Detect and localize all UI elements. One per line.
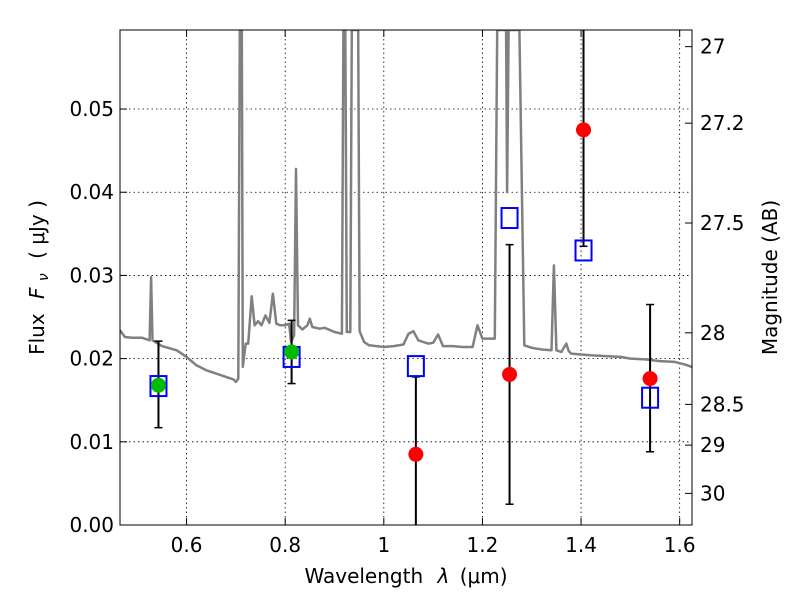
x-tick-label: 1.2 xyxy=(467,533,499,557)
y2-tick-label: 28.5 xyxy=(700,392,745,416)
model-square xyxy=(500,207,519,230)
observed-point xyxy=(502,366,518,382)
detected-point xyxy=(150,377,166,393)
y-axis-label: Flux F ν ( μJy ) xyxy=(25,200,53,355)
model-square xyxy=(149,375,168,398)
axis-ticks: 0.6 0.8 1 1.2 1.4 1.6 0.00 0.01 0.02 0.03 0.04 0.05… xyxy=(69,30,745,557)
grid-lines xyxy=(120,30,692,526)
y-tick-label: 0.01 xyxy=(69,430,114,454)
y2-tick-label: 30 xyxy=(700,481,725,505)
y2-tick-label: 28 xyxy=(700,321,725,345)
y-tick-label: 0.04 xyxy=(69,180,114,204)
detected-point xyxy=(284,344,300,360)
observed-point xyxy=(576,122,592,138)
x-tick-label: 0.6 xyxy=(171,533,203,557)
y2-axis-label: Magnitude (AB) xyxy=(758,200,782,355)
x-axis-label-main: Wavelength xyxy=(304,564,423,588)
y-tick-label: 0.00 xyxy=(69,513,114,537)
model-square xyxy=(574,239,593,262)
model-square xyxy=(406,355,425,378)
plot-frame xyxy=(119,29,693,526)
y2-tick-label: 27 xyxy=(700,35,725,59)
y2-tick-label: 27.2 xyxy=(700,111,745,135)
observed-point xyxy=(408,446,424,462)
model-square xyxy=(641,386,660,409)
sed-line xyxy=(120,30,692,384)
x-tick-label: 1.4 xyxy=(565,533,597,557)
x-axis-label: Wavelength λ (μm) xyxy=(304,564,507,588)
y-tick-label: 0.02 xyxy=(69,347,114,371)
y-tick-label: 0.05 xyxy=(69,97,114,121)
y2-tick-label: 27.5 xyxy=(700,211,745,235)
x-tick-label: 1 xyxy=(377,533,390,557)
y-axis-label-main: Flux xyxy=(25,313,49,355)
x-axis-label-unit: (μm) xyxy=(460,564,508,588)
x-axis-label-symbol: λ xyxy=(437,564,450,588)
y-axis-label-unit: ( μJy ) xyxy=(25,200,49,259)
y-axis-label-subscript: ν xyxy=(36,273,52,281)
observed-point xyxy=(642,371,658,387)
y-axis-label-symbol: F xyxy=(25,287,49,299)
y-tick-label: 0.03 xyxy=(69,263,114,287)
data-layer xyxy=(120,30,692,525)
x-tick-label: 0.8 xyxy=(269,533,301,557)
x-tick-label: 1.6 xyxy=(664,533,696,557)
y2-tick-label: 29 xyxy=(700,433,725,457)
